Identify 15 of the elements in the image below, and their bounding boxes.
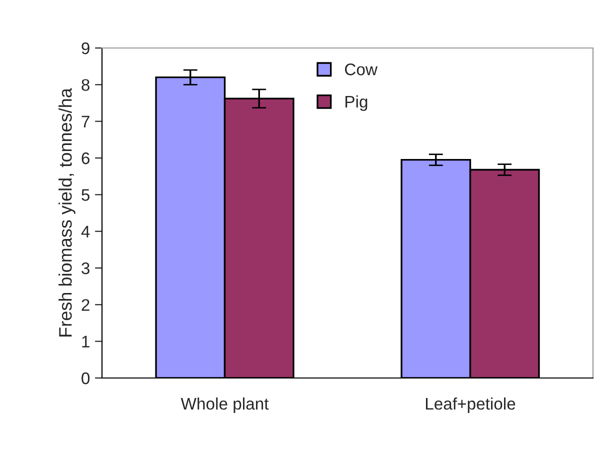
legend-label: Cow: [345, 64, 378, 76]
y-tick-label: 5: [82, 189, 90, 201]
y-tick-label: 8: [82, 79, 90, 91]
y-tick-label: 3: [82, 262, 90, 274]
y-tick-label: 7: [82, 116, 90, 128]
y-tick-label: 1: [82, 336, 90, 348]
x-tick-label: Leaf+petiole: [426, 397, 516, 413]
y-tick-label: 6: [82, 152, 90, 164]
y-tick-label: 4: [81, 226, 90, 238]
legend-label: Pig: [346, 95, 368, 111]
y-tick-label: 9: [82, 42, 90, 54]
y-tick-label: 0: [82, 372, 90, 384]
x-tick-label: Whole plant: [180, 397, 269, 413]
y-tick-label: 2: [82, 299, 90, 311]
y-axis-title: Fresh biomass yield, tonnes/ha: [58, 88, 76, 336]
